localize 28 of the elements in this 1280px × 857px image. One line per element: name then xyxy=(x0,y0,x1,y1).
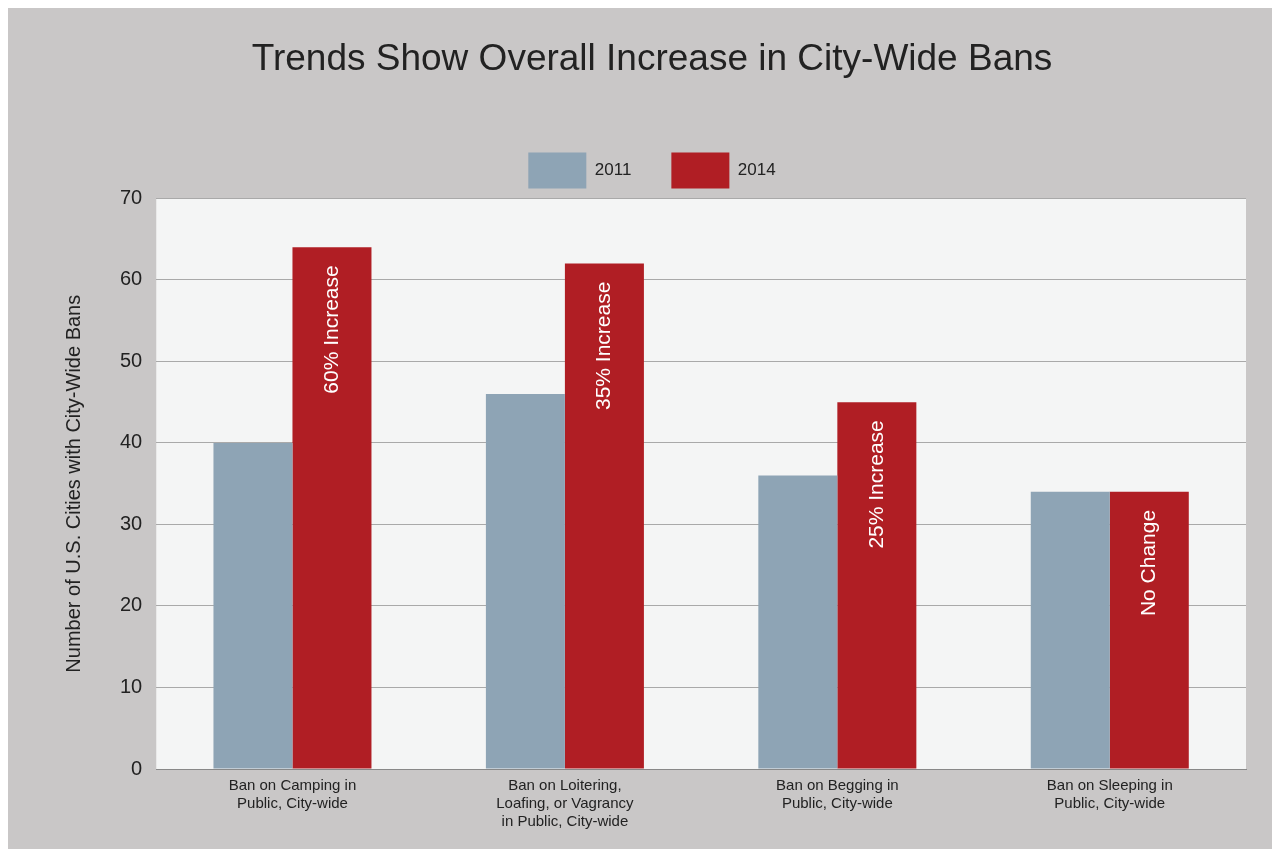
x-tick-label: Ban on Begging in Public, City-wide xyxy=(776,776,899,812)
y-tick-label: 70 xyxy=(120,185,143,208)
bar xyxy=(1109,491,1189,769)
y-tick-label: 40 xyxy=(120,430,143,453)
bar xyxy=(564,263,644,769)
bar xyxy=(213,442,293,769)
x-tick-label: Ban on Loitering, Loafing, or Vagrancy in Public, City-wide xyxy=(496,776,635,830)
annotation: 35% Increase xyxy=(591,281,615,411)
y-tick-label: 20 xyxy=(120,593,143,616)
bar xyxy=(837,402,917,769)
y-tick-label: 0 xyxy=(131,756,143,779)
y-tick-label: 30 xyxy=(120,511,143,534)
annotation: 60% Increase xyxy=(318,265,342,394)
legend-label: 2011 xyxy=(594,160,632,180)
y-tick-label: 60 xyxy=(120,267,143,290)
y-axis-title: Number of U.S. Cities with City-Wide Bans xyxy=(61,294,84,673)
y-tick-label: 50 xyxy=(120,348,143,371)
chart-title: Trends Show Overall Increase in City-Wide Bans xyxy=(251,37,1053,79)
bar xyxy=(292,247,372,769)
x-tick-label: Ban on Sleeping in Public, City-wide xyxy=(1046,776,1173,812)
legend-label: 2014 xyxy=(737,160,776,180)
bar xyxy=(485,394,565,769)
annotation: No Change xyxy=(1136,509,1160,617)
bar xyxy=(1030,491,1110,769)
bar xyxy=(758,475,838,769)
y-tick-label: 10 xyxy=(120,675,143,697)
annotation: 25% Increase xyxy=(863,420,887,549)
x-tick-label: Ban on Camping in Public, City-wide xyxy=(228,776,357,812)
